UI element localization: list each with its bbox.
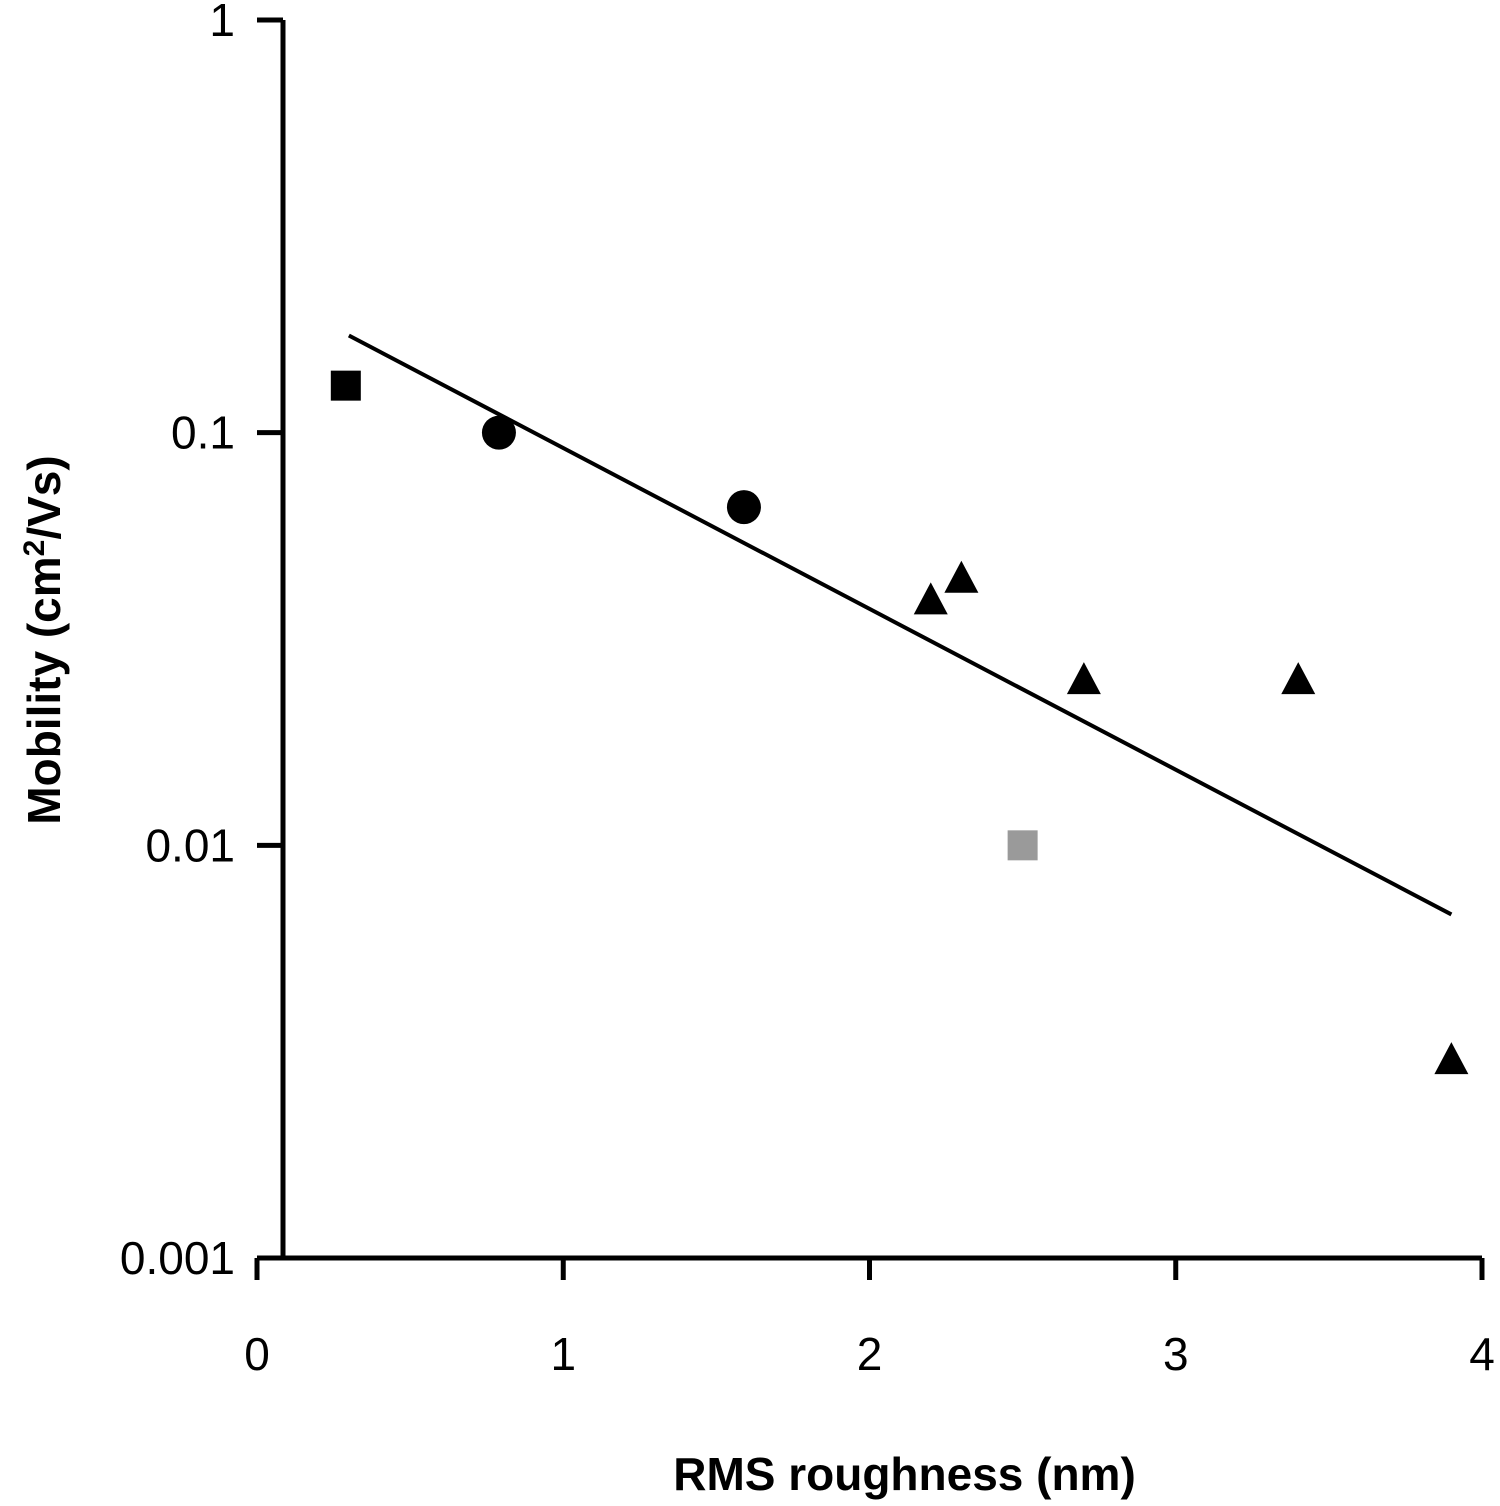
data-point-circle — [726, 490, 761, 525]
data-point-triangle — [1066, 662, 1101, 695]
y-tick-label: 0.001 — [120, 1232, 235, 1284]
x-tick-label: 4 — [1469, 1328, 1495, 1380]
points-layer — [330, 370, 1469, 1075]
y-axis-title-part: Mobility (cm — [18, 556, 70, 824]
y-axis-title-part: /Vs) — [18, 455, 70, 539]
y-tick-label: 0.1 — [171, 407, 235, 459]
y-axis-title-superscript: 2 — [18, 540, 51, 557]
y-tick-label: 1 — [209, 0, 235, 46]
trendline-layer — [347, 333, 1453, 917]
data-point-square — [330, 370, 361, 401]
x-tick-label: 3 — [1163, 1328, 1189, 1380]
data-point-circle — [481, 415, 516, 450]
y-tick-label: 0.01 — [145, 819, 235, 871]
x-axis-title: RMS roughness (nm) — [673, 1448, 1136, 1500]
x-tick-label: 1 — [550, 1328, 576, 1380]
trendline — [347, 333, 1453, 917]
data-point-triangle — [913, 582, 948, 615]
data-point-triangle — [1281, 662, 1316, 695]
y-axis-title: Mobility (cm2/Vs) — [18, 455, 71, 824]
x-tick-label: 0 — [244, 1328, 270, 1380]
data-point-square — [1007, 830, 1038, 861]
data-point-triangle — [1434, 1042, 1469, 1075]
x-tick-label: 2 — [857, 1328, 883, 1380]
data-point-triangle — [944, 560, 979, 593]
